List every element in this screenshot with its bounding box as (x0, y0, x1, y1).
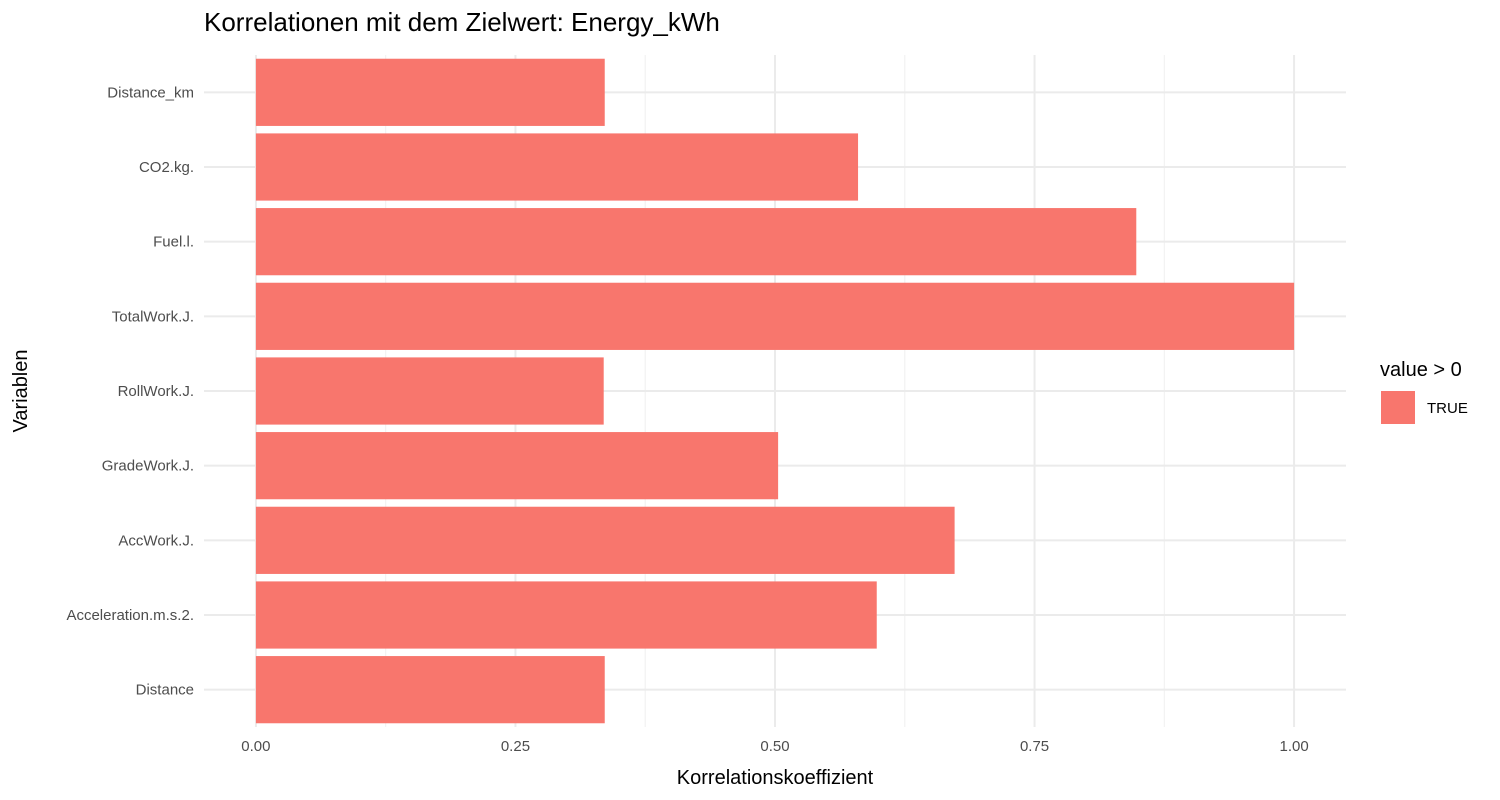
chart-title: Korrelationen mit dem Zielwert: Energy_k… (204, 7, 720, 37)
x-tick-label: 0.50 (760, 738, 789, 755)
y-tick-label: Distance_km (107, 84, 194, 101)
x-tick-labels: 0.00 0.25 0.50 0.75 1.00 (241, 738, 1308, 755)
y-tick-label: Distance (136, 682, 194, 699)
legend-label-true: TRUE (1427, 400, 1468, 417)
y-tick-labels: Distance_km CO2.kg. Fuel.l. TotalWork.J. Rol… (66, 84, 194, 698)
legend-key-true (1381, 391, 1415, 424)
y-tick-label: Acceleration.m.s.2. (66, 607, 194, 624)
legend: value > 0 TRUE (1380, 359, 1468, 424)
y-tick-label: AccWork.J. (118, 532, 194, 549)
bar-acceleration-m-s-2 (255, 581, 877, 649)
x-tick-label: 0.00 (241, 738, 270, 755)
x-tick-label: 0.25 (501, 738, 530, 755)
bar-distance-km (255, 58, 605, 126)
y-tick-label: GradeWork.J. (102, 458, 194, 475)
bar-gradework-j (255, 432, 779, 500)
bar-rollwork-j (255, 357, 604, 425)
x-axis-title: Korrelationskoeffizient (677, 767, 874, 789)
y-axis-title: Variablen (10, 349, 32, 432)
x-tick-label: 0.75 (1020, 738, 1049, 755)
x-tick-label: 1.00 (1279, 738, 1308, 755)
bars (255, 58, 1295, 724)
bar-totalwork-j (255, 282, 1295, 350)
y-tick-label: CO2.kg. (139, 159, 194, 176)
y-tick-label: RollWork.J. (118, 383, 194, 400)
y-tick-label: Fuel.l. (153, 234, 194, 251)
bar-accwork-j (255, 506, 955, 574)
y-tick-label: TotalWork.J. (112, 308, 194, 325)
bar-co2-kg (255, 133, 859, 201)
bar-fuel-l (255, 208, 1137, 276)
bar-distance (255, 656, 605, 724)
legend-title: value > 0 (1380, 359, 1462, 381)
